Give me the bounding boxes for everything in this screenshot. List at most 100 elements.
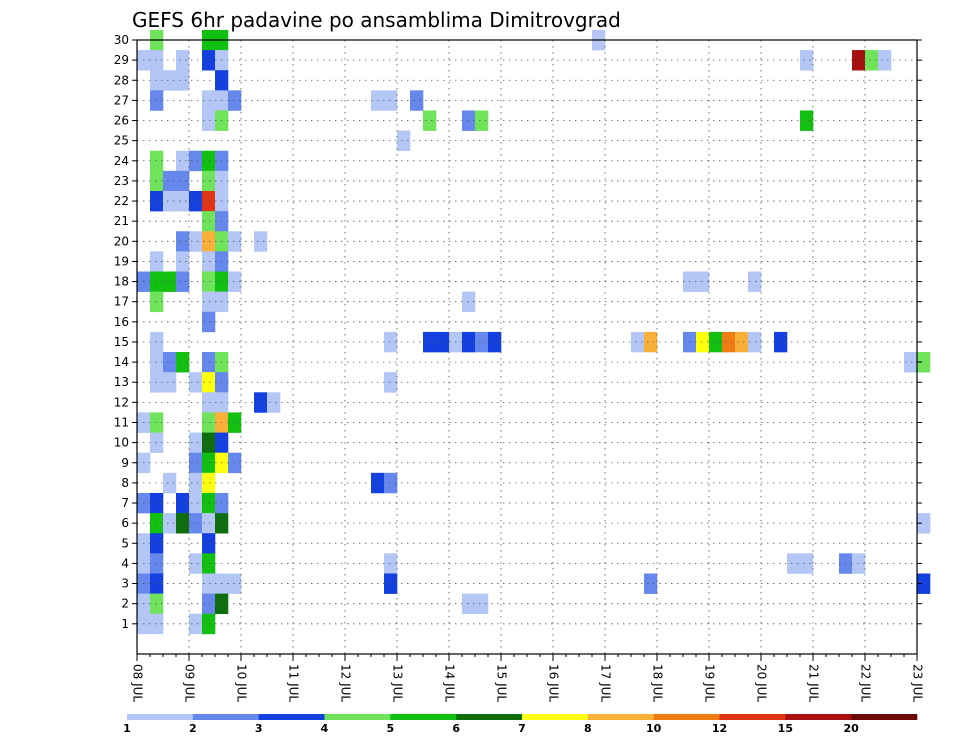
heatmap-cell bbox=[202, 472, 216, 494]
colorbar-label: 10 bbox=[646, 722, 662, 735]
heatmap-cell bbox=[384, 472, 398, 494]
x-tick-label: 20 JUL bbox=[755, 664, 769, 702]
heatmap-cell bbox=[176, 170, 190, 192]
heatmap-cell bbox=[202, 211, 216, 232]
heatmap-cell bbox=[254, 392, 268, 413]
heatmap-cell bbox=[150, 533, 164, 554]
colorbar-swatch bbox=[390, 714, 457, 720]
heatmap-cell bbox=[202, 110, 216, 131]
y-tick-label: 3 bbox=[121, 577, 129, 591]
colorbar-swatch bbox=[587, 714, 654, 720]
heatmap-cell bbox=[189, 553, 203, 574]
heatmap-cell bbox=[189, 150, 203, 172]
heatmap-cell bbox=[917, 352, 931, 373]
heatmap-cell bbox=[150, 553, 164, 574]
heatmap-cell bbox=[384, 553, 398, 574]
heatmap-cell bbox=[384, 372, 398, 393]
heatmap-cell bbox=[189, 492, 203, 514]
heatmap-cell bbox=[631, 331, 645, 353]
heatmap-cell bbox=[202, 573, 216, 594]
heatmap-cell bbox=[189, 372, 203, 393]
heatmap-cell bbox=[202, 372, 216, 393]
colorbar-swatch bbox=[851, 714, 918, 720]
heatmap-cell bbox=[202, 311, 216, 333]
heatmap-cell bbox=[423, 110, 437, 131]
heatmap-cell bbox=[228, 412, 242, 433]
heatmap-cell bbox=[462, 593, 476, 615]
heatmap-cell bbox=[202, 231, 216, 252]
x-tick-label: 13 JUL bbox=[391, 664, 405, 702]
colorbar-label: 20 bbox=[844, 722, 860, 735]
heatmap-cell bbox=[397, 130, 411, 152]
y-tick-label: 15 bbox=[114, 335, 129, 349]
y-tick-label: 21 bbox=[114, 214, 129, 228]
x-tick-label: 22 JUL bbox=[859, 664, 873, 702]
y-tick-label: 25 bbox=[114, 134, 129, 148]
x-tick-label: 15 JUL bbox=[495, 664, 509, 702]
heatmap-cell bbox=[163, 352, 177, 373]
colorbar-swatch bbox=[127, 714, 194, 720]
heatmap-cell bbox=[189, 190, 203, 212]
heatmap-cell bbox=[189, 472, 203, 494]
y-tick-label: 5 bbox=[121, 536, 129, 550]
x-tick-label: 11 JUL bbox=[287, 664, 301, 702]
y-tick-label: 26 bbox=[114, 114, 129, 128]
heatmap-cell bbox=[228, 90, 242, 111]
heatmap-cell bbox=[150, 271, 164, 292]
y-tick-label: 4 bbox=[121, 556, 129, 570]
heatmap-cell bbox=[475, 110, 489, 131]
heatmap-cell bbox=[176, 231, 190, 252]
y-tick-label: 17 bbox=[114, 295, 129, 309]
y-tick-label: 13 bbox=[114, 375, 129, 389]
y-tick-label: 8 bbox=[121, 476, 129, 490]
heatmap-cell bbox=[488, 331, 502, 353]
y-tick-label: 19 bbox=[114, 254, 129, 268]
heatmap-cell bbox=[150, 573, 164, 594]
colorbar-swatch bbox=[324, 714, 391, 720]
heatmap-cell bbox=[150, 50, 164, 71]
heatmap-cell bbox=[202, 452, 216, 474]
y-tick-label: 2 bbox=[121, 597, 129, 611]
heatmap-cell bbox=[150, 412, 164, 433]
heatmap-cell bbox=[852, 553, 866, 574]
heatmap-cell bbox=[787, 553, 801, 574]
colorbar-label: 3 bbox=[255, 722, 263, 735]
y-tick-label: 27 bbox=[114, 93, 129, 107]
y-tick-label: 18 bbox=[114, 275, 129, 289]
heatmap-cell bbox=[202, 251, 216, 272]
heatmap-cell bbox=[189, 432, 203, 453]
heatmap-cell bbox=[150, 432, 164, 453]
y-tick-label: 12 bbox=[114, 395, 129, 409]
heatmap-cell bbox=[189, 231, 203, 252]
heatmap-cell bbox=[150, 291, 164, 313]
heatmap-cell bbox=[176, 50, 190, 71]
heatmap-cell bbox=[176, 271, 190, 292]
y-tick-label: 14 bbox=[114, 355, 129, 369]
colorbar-legend: 1 2 3 4 5 6 7 8 10 12 15 20 bbox=[123, 714, 918, 735]
heatmap-cell bbox=[150, 593, 164, 615]
heatmap-cell bbox=[696, 331, 710, 353]
colorbar-swatch bbox=[258, 714, 325, 720]
heatmap-cell bbox=[189, 613, 203, 635]
x-axis: 08 JUL 09 JUL 10 JUL 11 JUL 12 JUL 13 JUL 14 J… bbox=[131, 654, 925, 702]
heatmap-cell bbox=[748, 331, 762, 353]
heatmap-cell bbox=[228, 452, 242, 474]
colorbar-swatch bbox=[522, 714, 589, 720]
colorbar-swatch bbox=[456, 714, 523, 720]
heatmap-cell bbox=[384, 331, 398, 353]
heatmap-cell bbox=[176, 513, 190, 534]
heatmap-cell bbox=[163, 271, 177, 292]
heatmap-cell bbox=[150, 513, 164, 534]
heatmap-cell bbox=[202, 513, 216, 534]
heatmap-cell bbox=[150, 613, 164, 635]
x-tick-label: 10 JUL bbox=[235, 664, 249, 702]
y-tick-label: 20 bbox=[114, 234, 129, 248]
heatmap-cell bbox=[202, 613, 216, 635]
y-tick-label: 9 bbox=[121, 456, 129, 470]
y-tick-label: 16 bbox=[114, 315, 129, 329]
heatmap-cell bbox=[462, 291, 476, 313]
heatmap-cell bbox=[176, 251, 190, 272]
y-axis: 1234567891011121314151617181920212223242… bbox=[114, 33, 922, 631]
chart-title: GEFS 6hr padavine po ansamblima Dimitrov… bbox=[132, 8, 621, 32]
colorbar-label: 12 bbox=[712, 722, 727, 735]
